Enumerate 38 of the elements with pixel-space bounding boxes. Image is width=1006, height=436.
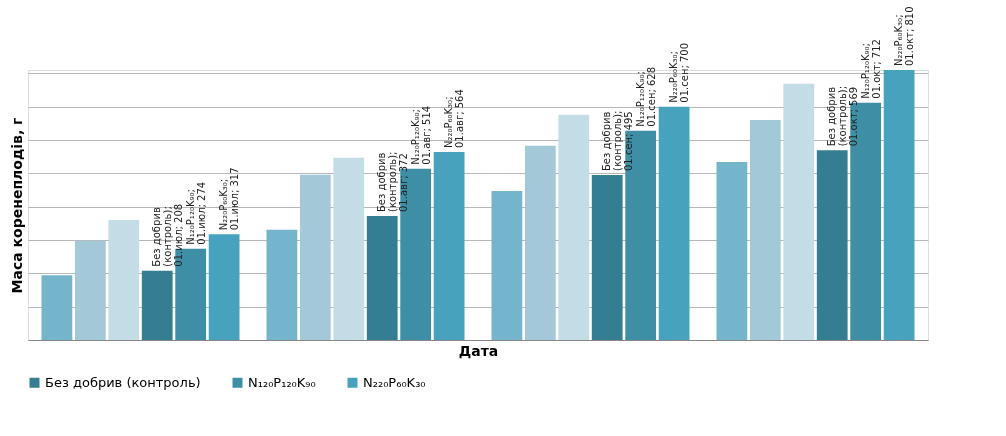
data-label: N₁₂₀P₁₂₀K₉₀; 01.авг; 514: [409, 105, 432, 165]
legend-label: N₂₂₀P₆₀K₃₀: [363, 374, 426, 390]
bar: [433, 152, 465, 340]
x-axis-title: Дата: [458, 342, 499, 359]
bar: [783, 83, 815, 340]
bar: [625, 130, 657, 340]
bar: [108, 220, 140, 340]
bar: [333, 157, 365, 340]
bar: [658, 106, 690, 340]
data-label: Без добрив (контроль); 01.сен; 495: [601, 110, 635, 171]
bar: [266, 229, 298, 340]
bar: [366, 216, 398, 340]
bar: [816, 150, 848, 340]
bar: [74, 240, 106, 340]
legend-label: Без добрив (контроль): [45, 374, 201, 390]
bar: [41, 275, 73, 340]
data-label: N₂₂₀P₆₀K₃₀; 01.окт; 810: [893, 6, 916, 66]
data-label: N₁₂₀P₁₂₀K₉₀; 01.окт; 712: [859, 39, 882, 99]
data-label: Без добрив (контроль); 01.окт; 569: [826, 85, 860, 147]
data-label: N₁₂₀P₁₂₀K₉₀; 01.июл; 274: [184, 181, 207, 245]
bar: [524, 145, 556, 340]
data-label: N₂₂₀P₆₀K₃₀; 01.авг; 564: [443, 89, 466, 148]
bar: [716, 162, 748, 340]
data-label: Без добрив (контроль); 01.авг; 372: [376, 151, 410, 212]
data-label: N₁₂₀P₁₂₀K₉₀; 01.сен; 628: [634, 66, 657, 127]
data-label: N₂₂₀P₆₀K₃₀; 01.сен; 700: [668, 42, 691, 103]
data-label: Без добрив (контроль); 01.июл; 208: [151, 203, 185, 267]
data-label: N₂₂₀P₆₀K₃₀; 01.июл; 317: [218, 167, 241, 231]
bar: [883, 70, 915, 340]
bar: [591, 175, 623, 340]
bar: [558, 114, 590, 340]
bar: [299, 174, 331, 340]
legend-label: N₁₂₀P₁₂₀K₉₀: [248, 374, 316, 390]
y-axis-title: Маса коренеплодів, г: [8, 117, 25, 294]
bar: [491, 191, 523, 340]
bar: [141, 270, 173, 340]
bar: [208, 234, 240, 340]
bar: [749, 120, 781, 340]
